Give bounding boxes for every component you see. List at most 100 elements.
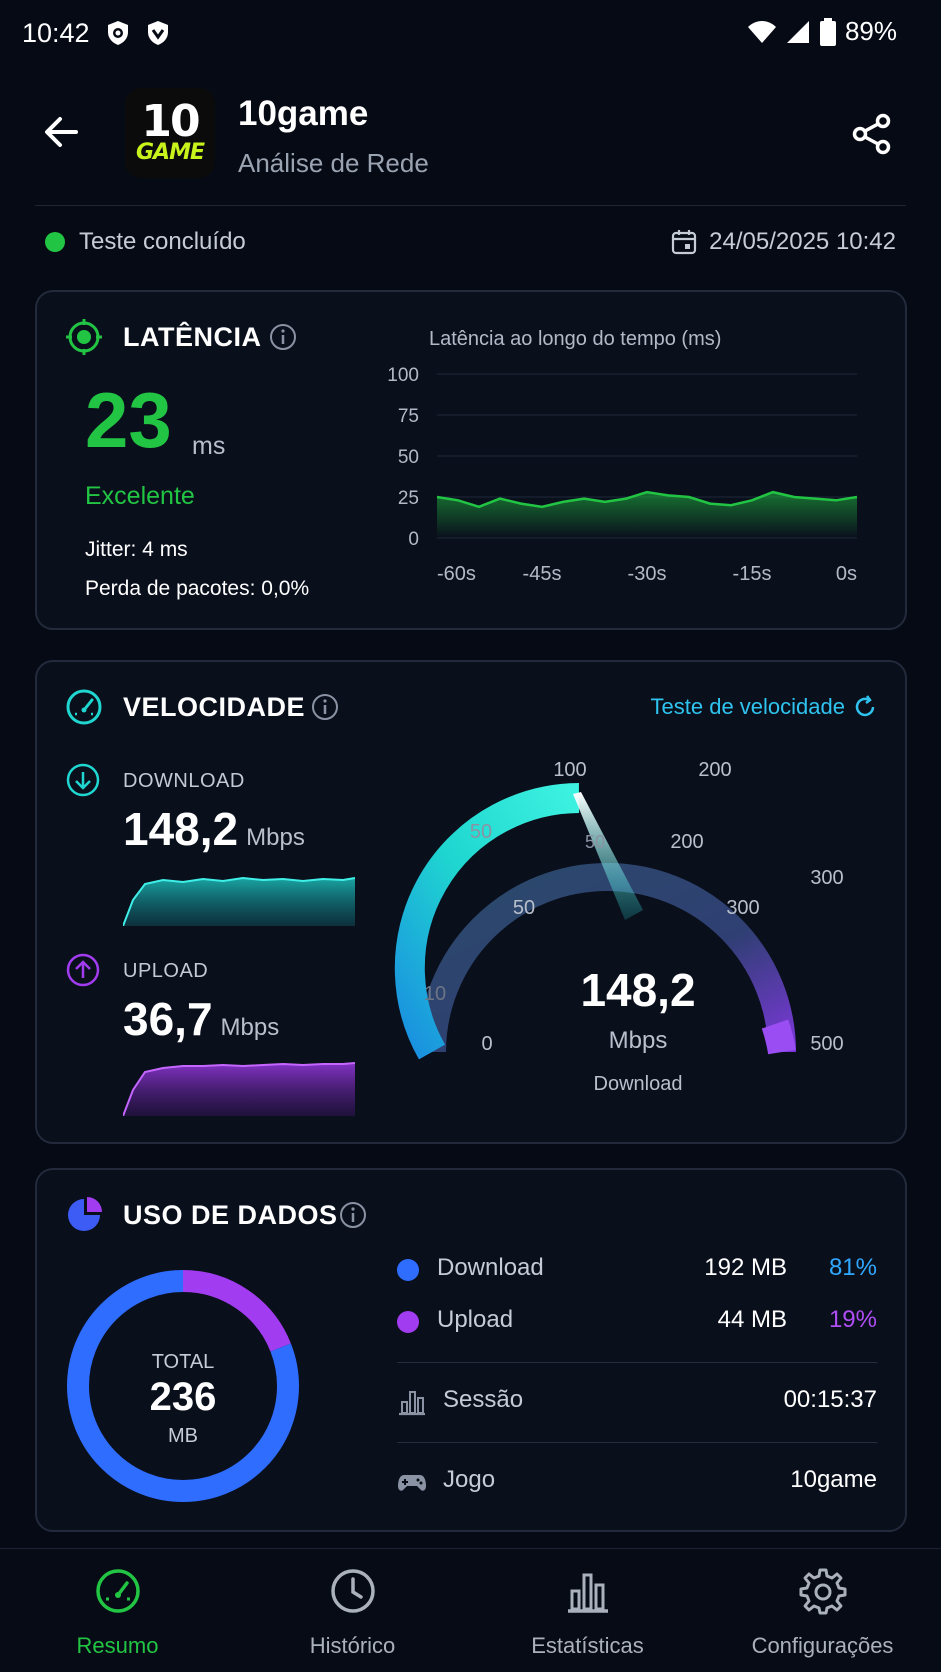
calendar-icon [672,230,697,255]
latency-line [436,490,858,509]
gauge-caption: Download [594,1073,683,1095]
y-tick-label: 0 [408,529,419,550]
upload-dot-icon [397,1311,419,1333]
download-value: 148,2 Mbps [123,802,305,856]
battery-icon [819,17,836,46]
refresh-icon [855,695,875,717]
data-usage-title: USO DE DADOS [123,1200,338,1230]
info-icon[interactable] [269,323,297,351]
y-tick-label: 25 [398,488,419,509]
x-tick-label: -30s [628,563,667,585]
target-icon [66,319,102,355]
shield-v-icon [148,21,168,45]
datetime-text: 24/05/2025 10:42 [709,228,896,255]
clock-icon [330,1569,375,1613]
gauge-track [418,863,796,1053]
test-datetime: 24/05/2025 10:42 [671,228,896,256]
gauge-needle [573,792,643,920]
donut-total-label: TOTAL [152,1351,215,1373]
app-name: 10game [238,94,369,133]
upload-arrow-icon [66,953,100,987]
upload-value: 36,7 Mbps [123,992,279,1046]
page-subtitle: Análise de Rede [238,148,429,178]
logo-number: 10 [141,96,200,147]
nav-label: Estatísticas [531,1633,644,1658]
gauge-label: 500 [810,1033,843,1055]
download-unit: Mbps [246,824,305,851]
info-icon[interactable] [311,693,339,721]
nav-label: Configurações [751,1633,894,1658]
gauge-value: 148,2 [580,964,695,1016]
upload-unit: Mbps [220,1014,280,1041]
gauge-label: 0 [481,1033,492,1055]
latency-chart: 100 75 50 25 0 -60s -45s -30s -15s 0s [387,365,858,585]
status-time: 10:42 [22,18,90,48]
test-status-text: Teste concluído [79,228,246,255]
x-tick-label: -60s [437,563,476,585]
legend-upload-pct: 19% [828,1306,877,1333]
nav-item-historico[interactable]: Histórico [235,1549,470,1672]
legend-upload-name: Upload [437,1306,514,1333]
legend-download-name: Download [437,1254,544,1281]
latency-area [437,492,857,538]
test-status: Teste concluído [45,228,246,256]
info-icon[interactable] [339,1201,367,1229]
status-bar: 10:42 89% [0,0,941,68]
bar-chart-icon [399,1391,425,1416]
gauge-label: 50 [470,821,492,843]
back-arrow-icon[interactable] [40,110,84,154]
donut-total-unit: MB [168,1425,198,1447]
download-label: DOWNLOAD [123,770,245,792]
speed-test-link[interactable]: Teste de velocidade [651,694,877,720]
speed-title: VELOCIDADE [123,692,306,722]
gear-icon [799,1568,846,1615]
bottom-navigation: Resumo Histórico Estatísticas Configuraç… [0,1548,941,1672]
y-tick-label: 75 [398,406,419,427]
y-tick-label: 100 [387,365,419,386]
logo-word: GAME [135,140,205,165]
legend-download-size: 192 MB [704,1254,787,1281]
bar-chart-icon [567,1573,608,1613]
nav-item-estatisticas[interactable]: Estatísticas [470,1549,705,1672]
latency-card: LATÊNCIA 23 ms Excelente Jitter: 4 ms Pe… [35,290,907,630]
download-dot-icon [397,1259,419,1281]
legend-download: Download 192 MB 81% [397,1250,877,1290]
gamepad-icon [398,1475,426,1491]
share-icon[interactable] [850,112,894,156]
download-sparkline [123,876,355,926]
game-value: 10game [790,1466,877,1493]
upload-number: 36,7 [123,993,213,1045]
session-row: Sessão 00:15:37 [397,1382,877,1422]
y-tick-label: 50 [398,447,419,468]
speed-gauge: 100 200 300 500 0 50 200 300 50 50 10 14… [394,759,844,1095]
legend-download-pct: 81% [828,1254,877,1281]
status-dot-icon [45,232,65,252]
x-tick-label: -45s [523,563,562,585]
nav-item-configuracoes[interactable]: Configurações [705,1549,940,1672]
speed-test-label: Teste de velocidade [650,694,845,719]
legend-upload: Upload 44 MB 19% [397,1302,877,1342]
session-value: 00:15:37 [783,1386,877,1413]
upload-sparkline [123,1062,355,1116]
download-number: 148,2 [123,803,239,855]
session-label: Sessão [443,1386,524,1413]
jitter-text: Jitter: 4 ms [85,538,188,561]
speed-card: VELOCIDADE Teste de velocidade DOWNLOAD … [35,660,907,1144]
x-tick-label: 0s [836,563,857,585]
header-divider [35,205,906,206]
nav-item-resumo[interactable]: Resumo [0,1549,235,1672]
signal-icon [786,20,809,43]
status-right: 89% [747,16,897,47]
packet-loss-text: Perda de pacotes: 0,0% [85,577,310,600]
data-donut: TOTAL 236 MB [67,1270,299,1502]
donut-upload-segment [67,1270,299,1502]
session-divider [397,1442,877,1443]
game-row: Jogo 10game [397,1462,877,1502]
latency-value: 23 [85,376,172,464]
nav-label: Resumo [76,1633,159,1658]
gauge-tail-arc [761,1019,796,1055]
battery-level: 89% [844,16,897,46]
gauge-label: 300 [810,867,843,889]
gauge-unit: Mbps [609,1027,668,1054]
pie-chart-icon [68,1197,102,1231]
